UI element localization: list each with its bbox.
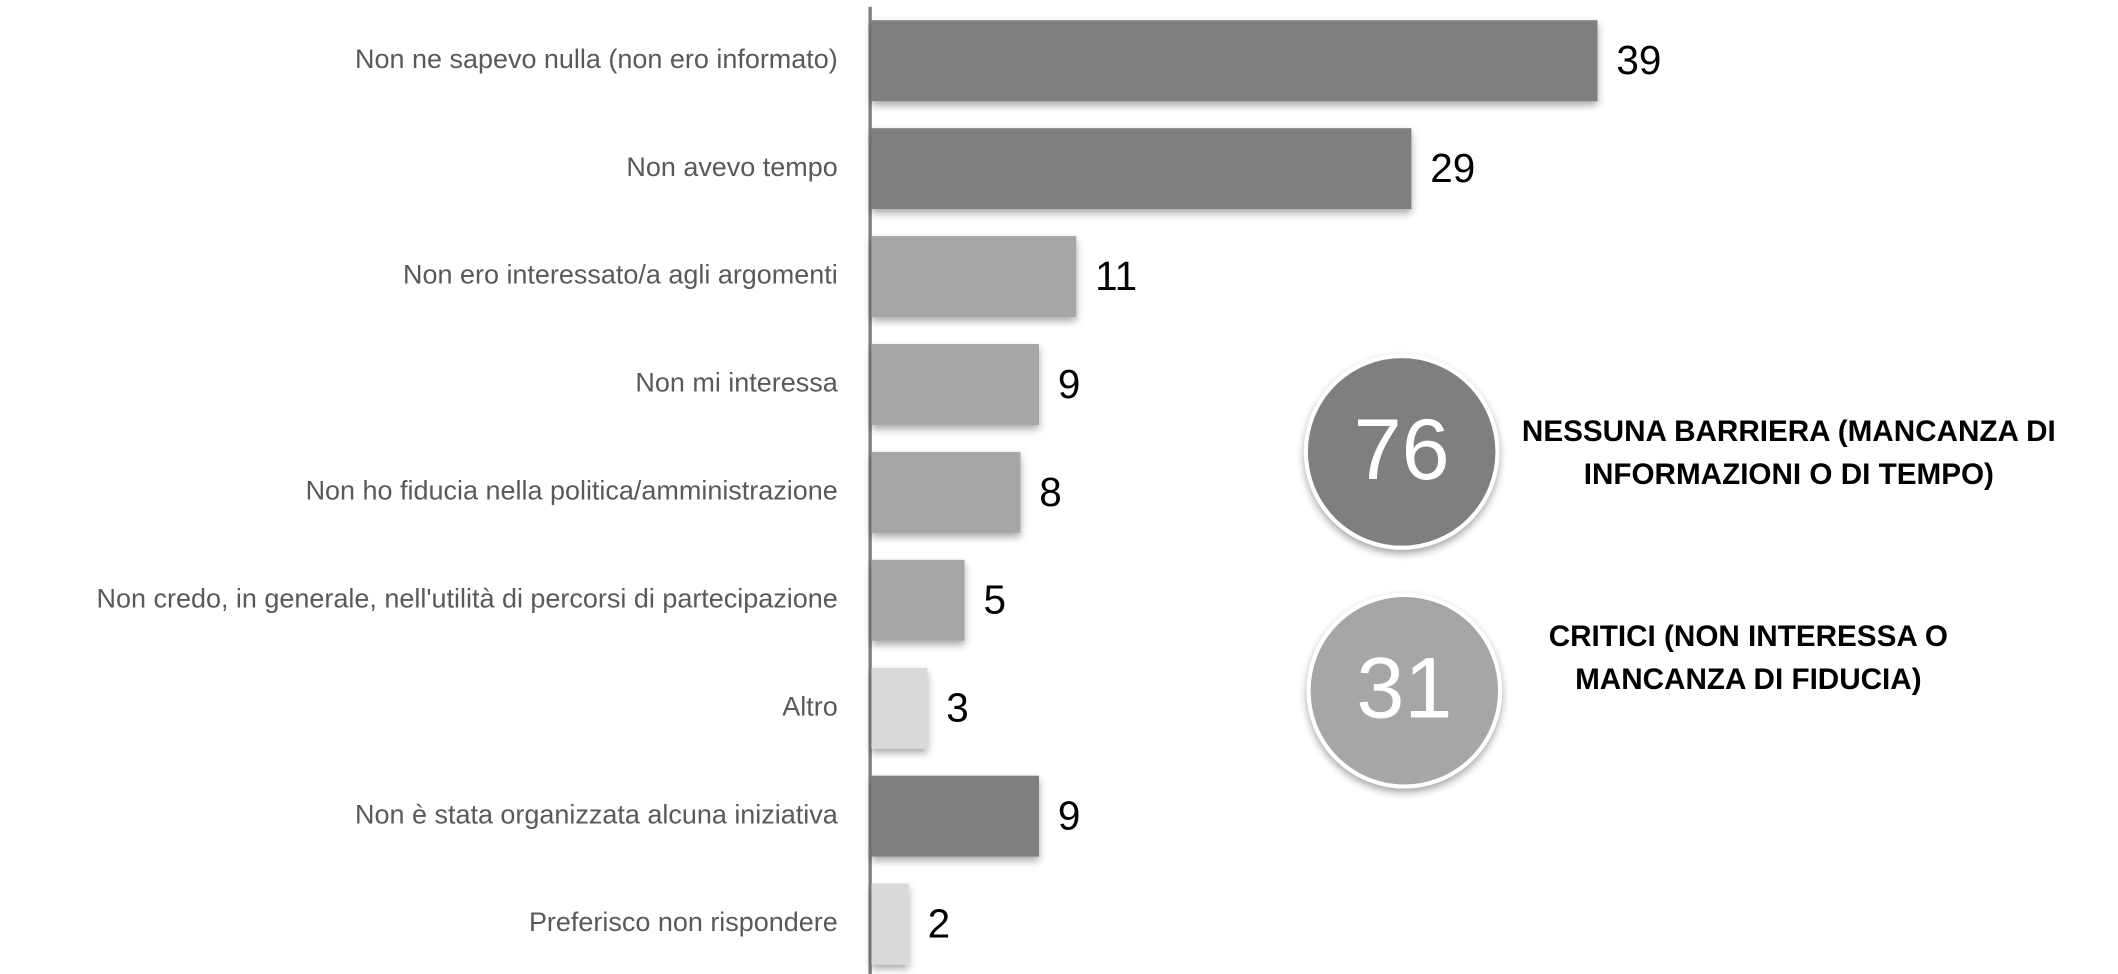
annotation-circle (1303, 354, 1500, 550)
bar (871, 451, 1021, 533)
annotation-text: INFORMAZIONI O DI TEMPO) (1584, 458, 1994, 491)
annotation-text: NESSUNA BARRIERA (MANCANZA DI (1522, 415, 2056, 448)
value-label: 9 (1058, 361, 1081, 407)
annotation-value: 31 (1356, 641, 1452, 737)
value-label: 39 (1616, 37, 1661, 83)
bar (871, 128, 1412, 210)
value-label: 5 (983, 577, 1006, 623)
category-label: Non ho fiducia nella politica/amministra… (306, 476, 838, 506)
bar (871, 236, 1077, 318)
category-label: Non ero interessato/a agli argomenti (403, 260, 838, 290)
bar (871, 559, 965, 641)
category-label: Non ne sapevo nulla (non ero informato) (355, 44, 838, 74)
annotation-circle (1306, 592, 1503, 789)
value-label: 11 (1095, 253, 1137, 299)
annotation-value: 76 (1354, 402, 1450, 498)
category-label: Non mi interessa (635, 368, 837, 398)
bar (871, 20, 1598, 102)
category-label: Altro (782, 691, 837, 721)
annotation-text: MANCANZA DI FIDUCIA) (1575, 663, 1922, 696)
value-label: 8 (1039, 469, 1062, 515)
category-label: Non è stata organizzata alcuna iniziativ… (355, 799, 838, 829)
value-label: 9 (1058, 793, 1081, 839)
value-label: 29 (1430, 145, 1475, 191)
value-label: 3 (946, 685, 969, 731)
annotation-text: CRITICI (NON INTERESSA O (1549, 620, 1948, 653)
value-label: 2 (928, 900, 951, 946)
bar (871, 883, 909, 965)
category-label: Preferisco non rispondere (529, 907, 838, 937)
category-label: Non credo, in generale, nell'utilità di … (97, 583, 838, 613)
bar (871, 775, 1040, 857)
category-label: Non avevo tempo (626, 152, 837, 182)
bar (871, 667, 928, 749)
bar (871, 344, 1040, 425)
